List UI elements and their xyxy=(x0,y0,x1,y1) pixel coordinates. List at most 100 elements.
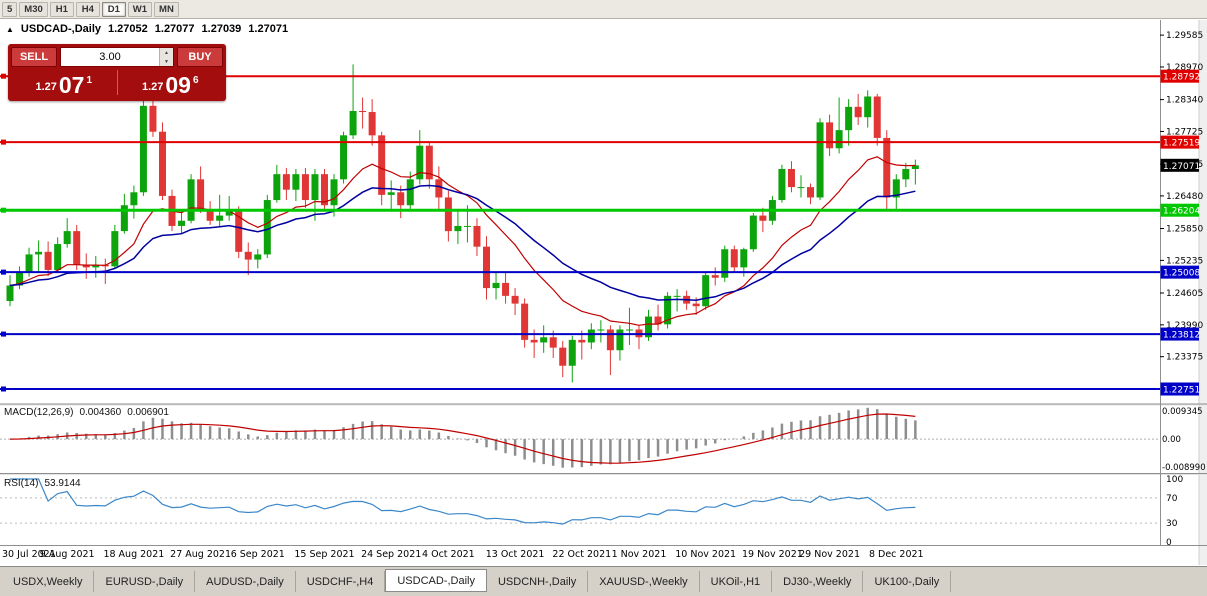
svg-text:29 Nov 2021: 29 Nov 2021 xyxy=(799,549,860,560)
macd-main-value: 0.004360 xyxy=(79,407,122,418)
svg-text:15 Sep 2021: 15 Sep 2021 xyxy=(294,549,354,560)
svg-text:0.009345: 0.009345 xyxy=(1162,407,1203,417)
svg-text:0: 0 xyxy=(1166,538,1172,548)
level-anchor-icon[interactable] xyxy=(1,269,6,275)
rsi-panel: 100 70 30 0 xyxy=(0,475,1183,548)
macd-signal-value: 0.006901 xyxy=(127,407,169,418)
svg-text:1.23990: 1.23990 xyxy=(1166,321,1203,331)
level-anchor-icon[interactable] xyxy=(1,207,6,213)
level-price-label xyxy=(1160,265,1199,279)
chart-tab[interactable]: UK100-,Daily xyxy=(863,571,952,592)
svg-text:1.29585: 1.29585 xyxy=(1166,31,1203,41)
svg-text:27 Aug 2021: 27 Aug 2021 xyxy=(170,549,231,560)
level-price-label xyxy=(1160,69,1199,83)
svg-text:1.28792: 1.28792 xyxy=(1163,73,1200,83)
volume-down-button[interactable]: ▼ xyxy=(160,57,173,66)
svg-text:1.28340: 1.28340 xyxy=(1166,96,1203,106)
period-button-h4[interactable]: H4 xyxy=(75,1,100,17)
svg-text:1.27519: 1.27519 xyxy=(1163,139,1200,149)
level-price-label xyxy=(1160,203,1199,217)
svg-text:1.25850: 1.25850 xyxy=(1166,225,1203,235)
rsi-name: RSI(14) xyxy=(4,478,39,489)
sell-price[interactable]: 1.27 07 1 xyxy=(11,67,117,98)
macd-panel-label: MACD(12,26,9) 0.004360 0.006901 xyxy=(4,407,169,418)
macd-panel: 0.009345 0.00 -0.008990 xyxy=(0,407,1206,473)
svg-text:30 Jul 2021: 30 Jul 2021 xyxy=(2,549,56,560)
svg-text:9 Aug 2021: 9 Aug 2021 xyxy=(40,549,95,560)
svg-text:100: 100 xyxy=(1166,475,1183,485)
svg-text:1.26204: 1.26204 xyxy=(1163,207,1200,217)
period-button-d1[interactable]: D1 xyxy=(101,1,126,17)
chart-tab[interactable]: USDCNH-,Daily xyxy=(487,571,589,592)
period-toolbar: 5 M30 H1 H4 D1 W1 MN xyxy=(0,0,1207,19)
chart-tab[interactable]: EURUSD-,Daily xyxy=(94,571,196,592)
svg-text:1.27071: 1.27071 xyxy=(1163,162,1200,172)
one-click-trading-panel: SELL ▲ ▼ BUY 1.27 07 1 1.27 xyxy=(8,44,226,101)
level-price-label xyxy=(1160,382,1199,396)
macd-name: MACD(12,26,9) xyxy=(4,407,74,418)
level-anchor-icon[interactable] xyxy=(1,73,6,79)
period-button-h1[interactable]: H1 xyxy=(49,1,74,17)
svg-text:22 Oct 2021: 22 Oct 2021 xyxy=(552,549,611,560)
chart-tab[interactable]: UKOil-,H1 xyxy=(700,571,773,592)
sell-price-pip: 1 xyxy=(86,75,93,86)
one-click-toggle-icon[interactable]: ▲ xyxy=(6,24,14,34)
chart-tab[interactable]: USDCHF-,H4 xyxy=(296,571,386,592)
ohlc-low: 1.27039 xyxy=(201,23,242,35)
chart-symbol-label: USDCAD-,Daily xyxy=(20,23,101,35)
sell-button[interactable]: SELL xyxy=(11,47,57,67)
buy-button[interactable]: BUY xyxy=(177,47,223,67)
svg-text:10 Nov 2021: 10 Nov 2021 xyxy=(675,549,736,560)
sell-price-main: 07 xyxy=(58,72,85,98)
candles-layer xyxy=(6,64,919,383)
right-edge-strip xyxy=(1199,20,1207,565)
volume-field: ▲ ▼ xyxy=(60,47,174,67)
chart-tab[interactable]: USDX,Weekly xyxy=(2,571,95,592)
level-price-label xyxy=(1160,135,1199,149)
svg-text:1.24605: 1.24605 xyxy=(1166,289,1203,299)
period-button-5[interactable]: 5 xyxy=(2,1,18,17)
svg-text:-0.008990: -0.008990 xyxy=(1162,463,1206,473)
volume-up-button[interactable]: ▲ xyxy=(160,48,173,57)
svg-text:18 Aug 2021: 18 Aug 2021 xyxy=(103,549,164,560)
svg-text:30: 30 xyxy=(1166,519,1178,529)
chart-tab[interactable]: DJ30-,Weekly xyxy=(772,571,864,592)
chart-window: 1.295851.289701.283401.277251.270951.264… xyxy=(0,20,1207,565)
buy-price[interactable]: 1.27 09 6 xyxy=(118,67,224,98)
level-anchor-icon[interactable] xyxy=(1,386,6,392)
price-divider xyxy=(116,70,118,95)
svg-text:1.28970: 1.28970 xyxy=(1166,63,1203,73)
svg-text:24 Sep 2021: 24 Sep 2021 xyxy=(361,549,421,560)
chart-tabs: USDX,Weekly EURUSD-,Daily AUDUSD-,Daily USD… xyxy=(0,566,1207,596)
ohlc-open: 1.27052 xyxy=(108,23,148,35)
svg-text:8 Dec 2021: 8 Dec 2021 xyxy=(869,549,924,560)
svg-text:1.27725: 1.27725 xyxy=(1166,127,1203,137)
svg-text:1.22751: 1.22751 xyxy=(1163,386,1200,396)
chart-tab[interactable]: XAUUSD-,Weekly xyxy=(588,571,700,592)
svg-text:1.25008: 1.25008 xyxy=(1163,269,1200,279)
period-button-m30[interactable]: M30 xyxy=(19,1,48,17)
svg-text:1.23375: 1.23375 xyxy=(1166,353,1203,363)
price-axis[interactable]: 1.295851.289701.283401.277251.270951.264… xyxy=(1160,31,1203,396)
level-anchor-icon[interactable] xyxy=(1,139,6,145)
chart-tab[interactable]: USDCAD-,Daily xyxy=(385,569,487,592)
ohlc-close: 1.27071 xyxy=(248,23,289,35)
level-price-label xyxy=(1160,327,1199,341)
volume-spinner: ▲ ▼ xyxy=(159,48,173,66)
period-button-w1[interactable]: W1 xyxy=(127,1,153,17)
svg-text:13 Oct 2021: 13 Oct 2021 xyxy=(486,549,545,560)
svg-text:1 Nov 2021: 1 Nov 2021 xyxy=(612,549,667,560)
sell-price-base: 1.27 xyxy=(35,81,57,93)
volume-input[interactable] xyxy=(61,48,159,66)
chart-tab[interactable]: AUDUSD-,Daily xyxy=(195,571,296,592)
rsi-current-value: 53.9144 xyxy=(44,478,81,489)
period-button-mn[interactable]: MN xyxy=(154,1,179,17)
svg-text:4 Oct 2021: 4 Oct 2021 xyxy=(422,549,475,560)
level-anchor-icon[interactable] xyxy=(1,331,6,337)
ohlc-high: 1.27077 xyxy=(154,23,195,35)
level-lines-layer xyxy=(0,73,1160,392)
price-chart[interactable]: 1.295851.289701.283401.277251.270951.264… xyxy=(0,20,1207,565)
svg-text:1.26480: 1.26480 xyxy=(1166,192,1203,202)
buy-price-main: 09 xyxy=(165,72,191,98)
